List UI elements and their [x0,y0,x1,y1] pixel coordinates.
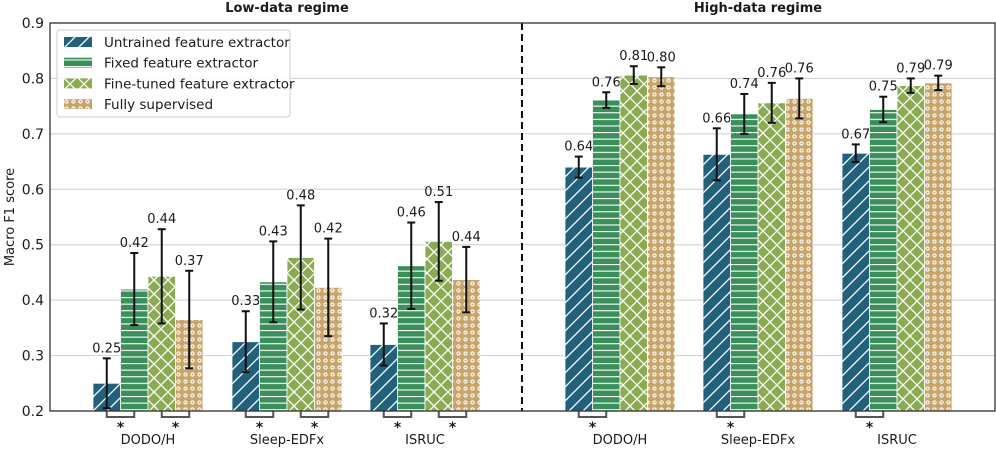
data-label: 0.74 [730,77,759,92]
bar [841,152,870,412]
category-label: ISRUC [405,433,445,448]
significance-star: * [449,420,457,436]
data-label: 0.75 [869,80,898,95]
data-label: 0.43 [259,224,288,239]
legend-label: Fixed feature extractor [104,56,258,72]
significance-bracket [105,411,136,418]
legend-swatch [64,37,92,47]
legend-label: Untrained feature extractor [104,35,290,51]
panel-title: Low-data regime [225,1,349,16]
bar [564,166,593,412]
significance-star: * [727,420,735,436]
data-label: 0.46 [397,206,426,221]
bar [702,153,731,412]
significance-bracket [854,411,885,418]
significance-star: * [589,420,597,436]
significance-bracket [382,411,413,418]
data-label: 0.80 [647,50,676,65]
legend-label: Fully supervised [104,97,213,113]
data-label: 0.42 [314,222,343,237]
bar [730,113,759,412]
data-label: 0.44 [452,230,481,245]
category-label: ISRUC [877,433,917,448]
significance-bracket [160,411,191,418]
legend: Untrained feature extractor Fixed feature… [56,29,295,118]
data-label: 0.48 [286,188,315,203]
significance-star: * [394,420,402,436]
y-tick-label: 0.8 [22,71,44,87]
plot-frame [49,22,996,412]
significance-bracket [437,411,468,418]
significance-bracket [299,411,330,418]
significance-bracket [577,411,608,418]
significance-star: * [311,420,319,436]
legend-swatch [64,99,92,110]
category-label: DODO/H [593,433,648,448]
bar [785,97,814,412]
bar [619,74,648,412]
legend-swatch [64,57,92,68]
data-label: 0.67 [841,127,870,142]
bar [647,76,676,412]
significance-bracket [244,411,275,418]
y-tick-label: 0.9 [22,16,44,32]
y-tick-label: 0.3 [22,349,44,365]
bar [592,99,621,412]
bar [869,109,898,412]
significance-bracket [715,411,746,418]
y-tick-label: 0.5 [22,238,44,254]
significance-star: * [256,420,264,436]
significance-star: * [172,420,180,436]
data-label: 0.44 [147,212,176,227]
legend-swatch [64,78,92,89]
data-label: 0.42 [120,236,149,251]
data-label: 0.32 [369,306,398,321]
y-tick-label: 0.2 [22,404,44,420]
data-label: 0.76 [785,61,814,76]
y-tick-label: 0.7 [22,127,44,143]
legend-box [56,29,291,118]
panel-title: High-data regime [694,1,822,16]
data-label: 0.33 [231,294,260,309]
data-label: 0.76 [592,75,621,90]
data-label: 0.81 [619,49,648,64]
y-axis-label: Macro F1 score [3,168,18,266]
significance-star: * [117,420,125,436]
y-tick-label: 0.4 [22,293,44,309]
data-label: 0.76 [757,66,786,81]
y-tick-label: 0.6 [22,182,44,198]
category-label: Sleep-EDFx [250,433,325,448]
data-label: 0.37 [175,254,204,269]
data-label: 0.25 [92,341,121,356]
data-label: 0.51 [424,185,453,200]
bar [924,82,953,412]
data-label: 0.79 [924,59,953,74]
legend-label: Fine-tuned feature extractor [104,76,295,92]
bar [757,102,786,412]
category-label: DODO/H [121,433,176,448]
data-label: 0.64 [564,140,593,155]
category-label: Sleep-EDFx [721,433,796,448]
significance-star: * [866,420,874,436]
data-label: 0.66 [702,111,731,126]
data-label: 0.79 [896,61,925,76]
bar [896,85,925,412]
